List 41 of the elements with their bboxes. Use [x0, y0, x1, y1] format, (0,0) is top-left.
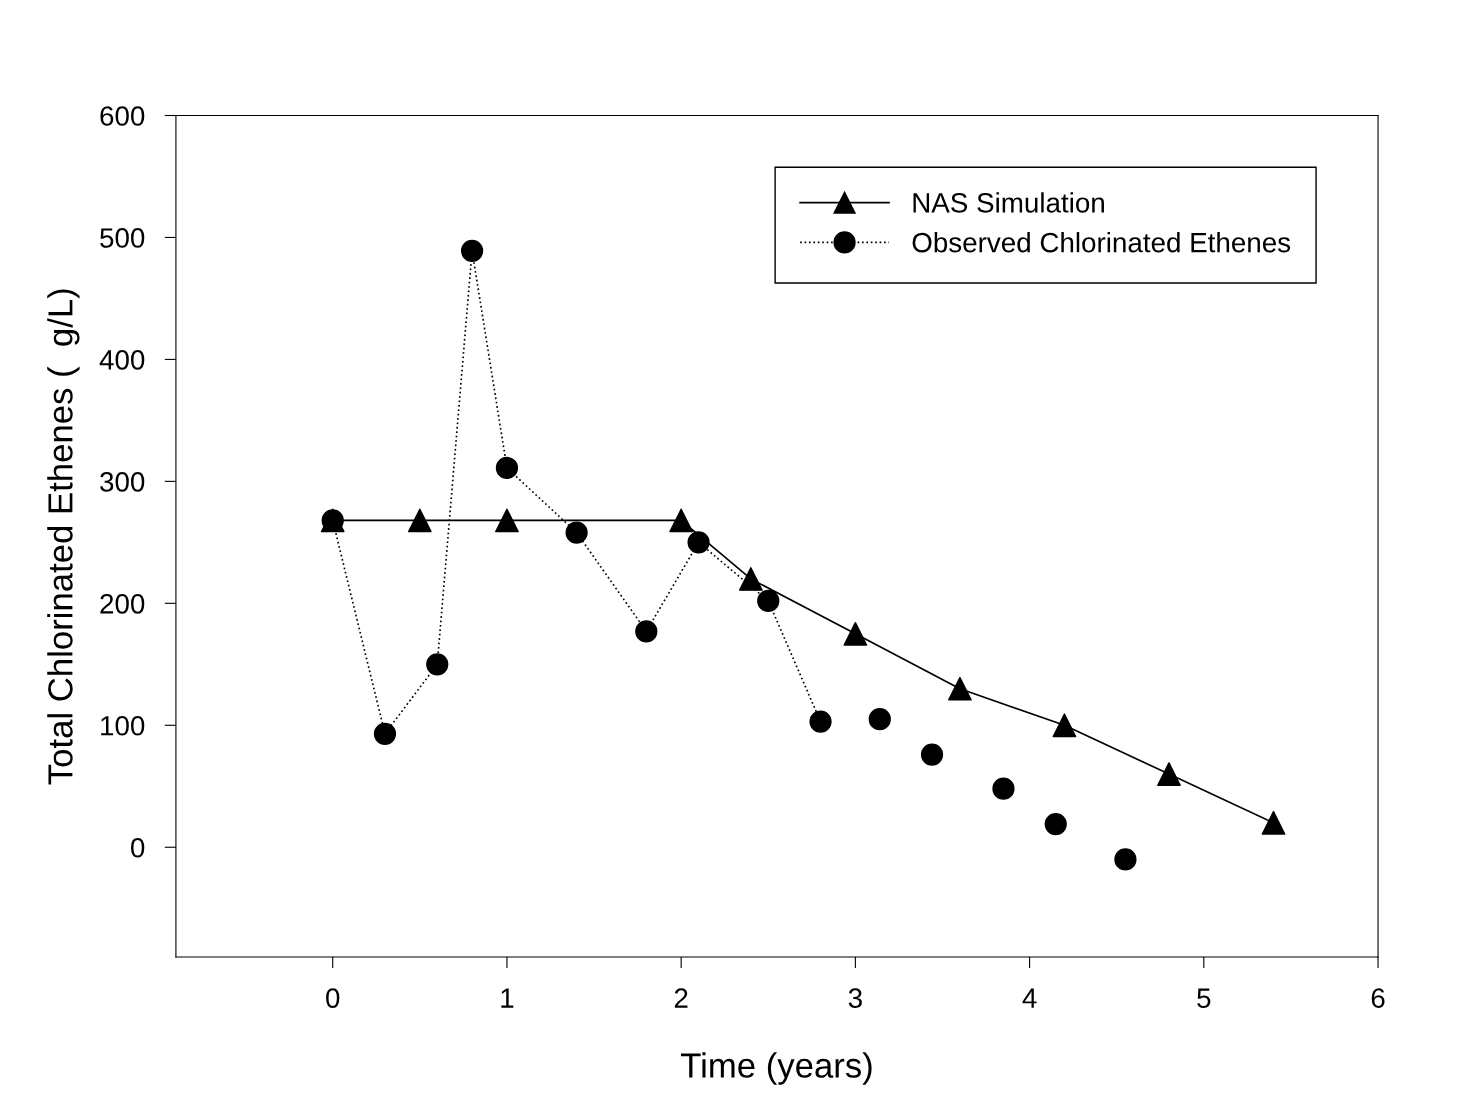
y-tick-label: 300	[100, 472, 145, 492]
point	[460, 239, 484, 262]
point	[565, 521, 588, 544]
x-tick-label: 4	[1022, 988, 1037, 1008]
point	[757, 589, 780, 612]
point	[495, 456, 519, 480]
y-tick-label: 600	[100, 106, 145, 126]
point	[373, 722, 397, 745]
point	[1114, 848, 1137, 871]
point	[1157, 762, 1181, 786]
y-tick-label: 100	[101, 715, 145, 736]
y-tick-label: 0	[131, 837, 145, 858]
legend-label: NAS Simulation	[913, 192, 1104, 213]
point	[809, 710, 832, 733]
point	[992, 777, 1015, 800]
point	[1052, 713, 1077, 738]
legend-label: Observed Chlorinated Ethenes	[912, 232, 1291, 253]
y-tick-label: 400	[99, 350, 145, 370]
y-axis-title: Total Chlorinated Ethenes ( g/L)	[47, 289, 80, 785]
point	[426, 653, 449, 676]
x-tick-label: 5	[1197, 988, 1211, 1008]
point	[687, 531, 710, 554]
x-tick-label: 0	[326, 988, 340, 1008]
point	[407, 508, 432, 533]
y-tick-label: 500	[100, 228, 145, 248]
point	[920, 743, 944, 766]
point	[843, 621, 868, 646]
x-tick-label: 2	[674, 988, 688, 1008]
x-tick-label: 1	[501, 988, 514, 1008]
y-tick-label: 200	[100, 593, 145, 614]
point	[1261, 810, 1286, 835]
point	[738, 567, 763, 591]
point	[669, 508, 694, 533]
point	[948, 676, 972, 701]
point	[495, 508, 519, 533]
x-tick-label: 3	[848, 988, 862, 1008]
point	[1044, 812, 1067, 836]
x-tick-label: 6	[1371, 988, 1385, 1008]
point	[635, 620, 658, 643]
point	[868, 708, 891, 731]
x-axis-title: Time (years)	[681, 1052, 872, 1085]
